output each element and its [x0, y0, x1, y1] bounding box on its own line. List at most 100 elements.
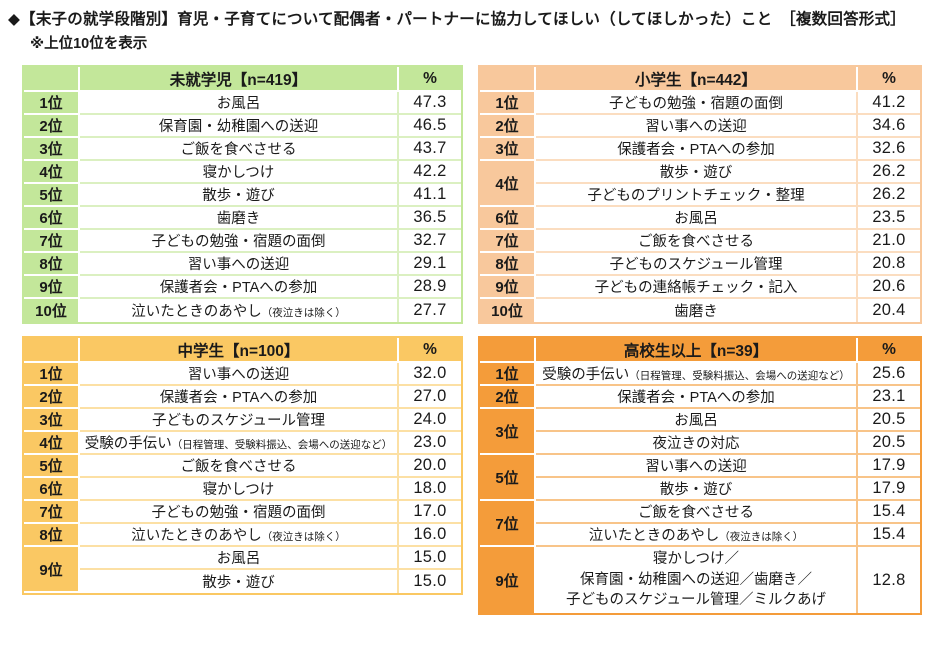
- pct-cell: 46.5: [399, 115, 461, 138]
- item-cell: 保育園・幼稚園への送迎: [80, 115, 399, 138]
- rank-cell-merged: 3位: [480, 409, 536, 455]
- rank-cell: 7位: [480, 230, 536, 253]
- table-row: 泣いたときのあやし（夜泣きは除く） 15.4: [480, 524, 920, 547]
- table-header-row: 高校生以上【n=39】 %: [480, 338, 920, 363]
- table-row: 2位 保育園・幼稚園への送迎 46.5: [24, 115, 461, 138]
- item-cell: ご飯を食べさせる: [536, 501, 858, 524]
- table-elementary: 小学生【n=442】 % 1位 子どもの勉強・宿題の面倒 41.2 2位 習い事への送…: [478, 65, 922, 324]
- item-cell: 子どもの勉強・宿題の面倒: [536, 92, 858, 115]
- table-row: 10位 泣いたときのあやし（夜泣きは除く） 27.7: [24, 299, 461, 322]
- item-cell: 習い事への送迎: [536, 455, 858, 478]
- item-cell: 子どもの勉強・宿題の面倒: [80, 501, 399, 524]
- rank-cell: 2位: [480, 115, 536, 138]
- rank-header-cell: [480, 338, 536, 363]
- rank-header-cell: [480, 67, 536, 92]
- percent-header-cell: %: [858, 67, 920, 92]
- item-note: （夜泣きは除く）: [261, 307, 346, 319]
- table-row: 9位 寝かしつけ／ 保育園・幼稚園への送迎／歯磨き／ 子どものスケジュール管理／ミ…: [480, 547, 920, 613]
- rank-cell: 4位: [24, 432, 80, 455]
- rank-cell: 5位: [24, 184, 80, 207]
- rank-cell: 1位: [24, 92, 80, 115]
- item-cell: お風呂: [536, 409, 858, 432]
- table-row: 7位 子どもの勉強・宿題の面倒 17.0: [24, 501, 461, 524]
- table-row: 夜泣きの対応 20.5: [480, 432, 920, 455]
- item-cell: ご飯を食べさせる: [80, 138, 399, 161]
- item-cell: お風呂: [536, 207, 858, 230]
- rank-cell: 3位: [480, 138, 536, 161]
- table-row: 4位 受験の手伝い（日程管理、受験料振込、会場への送迎など） 23.0: [24, 432, 461, 455]
- pct-cell: 20.5: [858, 409, 920, 432]
- rank-cell: 2位: [480, 386, 536, 409]
- group-header-cell: 高校生以上【n=39】: [536, 338, 858, 363]
- pct-cell: 27.0: [399, 386, 461, 409]
- item-label: 受験の手伝い: [84, 436, 172, 452]
- pct-cell: 34.6: [858, 115, 920, 138]
- rank-cell-merged: 5位: [480, 455, 536, 501]
- pct-cell: 23.0: [399, 432, 461, 455]
- rank-cell-merged: 4位: [480, 161, 536, 207]
- item-label: 泣いたときのあやし: [131, 304, 262, 320]
- pct-cell: 28.9: [399, 276, 461, 299]
- pct-cell: 15.4: [858, 501, 920, 524]
- item-cell: 寝かしつけ／ 保育園・幼稚園への送迎／歯磨き／ 子どものスケジュール管理／ミルク…: [536, 547, 858, 613]
- pct-cell: 43.7: [399, 138, 461, 161]
- tables-grid: 未就学児【n=419】 % 1位 お風呂 47.3 2位 保育園・幼稚園への送迎 46.…: [22, 65, 940, 615]
- pct-cell: 47.3: [399, 92, 461, 115]
- item-note: （夜泣きは除く）: [261, 531, 346, 543]
- pct-cell: 24.0: [399, 409, 461, 432]
- rank-cell: 2位: [24, 386, 80, 409]
- table-row: 7位 子どもの勉強・宿題の面倒 32.7: [24, 230, 461, 253]
- rank-cell: 3位: [24, 138, 80, 161]
- pct-cell: 20.8: [858, 253, 920, 276]
- pct-cell: 32.6: [858, 138, 920, 161]
- item-label: 受験の手伝い: [542, 367, 630, 383]
- table-row: 6位 お風呂 23.5: [480, 207, 920, 230]
- item-note: （日程管理、受験料振込、会場への送迎など）: [629, 370, 850, 382]
- rank-cell: 7位: [24, 230, 80, 253]
- item-cell: 子どものスケジュール管理: [80, 409, 399, 432]
- table-junior-high: 中学生【n=100】 % 1位 習い事への送迎 32.0 2位 保護者会・PTAへの参…: [22, 336, 463, 595]
- item-cell: 泣いたときのあやし（夜泣きは除く）: [80, 524, 399, 547]
- item-cell: 習い事への送迎: [536, 115, 858, 138]
- item-cell: 子どものプリントチェック・整理: [536, 184, 858, 207]
- rank-cell: 5位: [24, 455, 80, 478]
- rank-cell-merged: 9位: [24, 547, 80, 593]
- rank-header-cell: [24, 338, 80, 363]
- item-cell: 歯磨き: [80, 207, 399, 230]
- pct-cell: 17.9: [858, 455, 920, 478]
- item-cell: 受験の手伝い（日程管理、受験料振込、会場への送迎など）: [80, 432, 399, 455]
- pct-cell: 42.2: [399, 161, 461, 184]
- rank-cell: 8位: [480, 253, 536, 276]
- item-cell: ご飯を食べさせる: [80, 455, 399, 478]
- item-cell: ご飯を食べさせる: [536, 230, 858, 253]
- rank-cell: 8位: [24, 524, 80, 547]
- rank-cell: 2位: [24, 115, 80, 138]
- pct-cell: 41.2: [858, 92, 920, 115]
- table-row: 8位 泣いたときのあやし（夜泣きは除く） 16.0: [24, 524, 461, 547]
- item-cell: お風呂: [80, 92, 399, 115]
- item-cell: 保護者会・PTAへの参加: [536, 138, 858, 161]
- table-row: 10位 歯磨き 20.4: [480, 299, 920, 322]
- pct-cell: 18.0: [399, 478, 461, 501]
- pct-cell: 20.5: [858, 432, 920, 455]
- item-cell: 保護者会・PTAへの参加: [536, 386, 858, 409]
- pct-cell: 32.0: [399, 363, 461, 386]
- group-header-cell: 中学生【n=100】: [80, 338, 399, 363]
- table-row: 4位 寝かしつけ 42.2: [24, 161, 461, 184]
- item-cell: 子どもの勉強・宿題の面倒: [80, 230, 399, 253]
- table-row: 8位 子どものスケジュール管理 20.8: [480, 253, 920, 276]
- item-cell: 保護者会・PTAへの参加: [80, 276, 399, 299]
- pct-cell: 20.0: [399, 455, 461, 478]
- pct-cell: 16.0: [399, 524, 461, 547]
- item-cell: 寝かしつけ: [80, 161, 399, 184]
- pct-cell: 26.2: [858, 161, 920, 184]
- pct-cell: 29.1: [399, 253, 461, 276]
- rank-cell: 8位: [24, 253, 80, 276]
- table-row: 散歩・遊び 17.9: [480, 478, 920, 501]
- table-row: 1位 習い事への送迎 32.0: [24, 363, 461, 386]
- pct-cell: 32.7: [399, 230, 461, 253]
- table-header-row: 未就学児【n=419】 %: [24, 67, 461, 92]
- rank-cell: 6位: [24, 478, 80, 501]
- pct-cell: 23.5: [858, 207, 920, 230]
- item-cell: 習い事への送迎: [80, 363, 399, 386]
